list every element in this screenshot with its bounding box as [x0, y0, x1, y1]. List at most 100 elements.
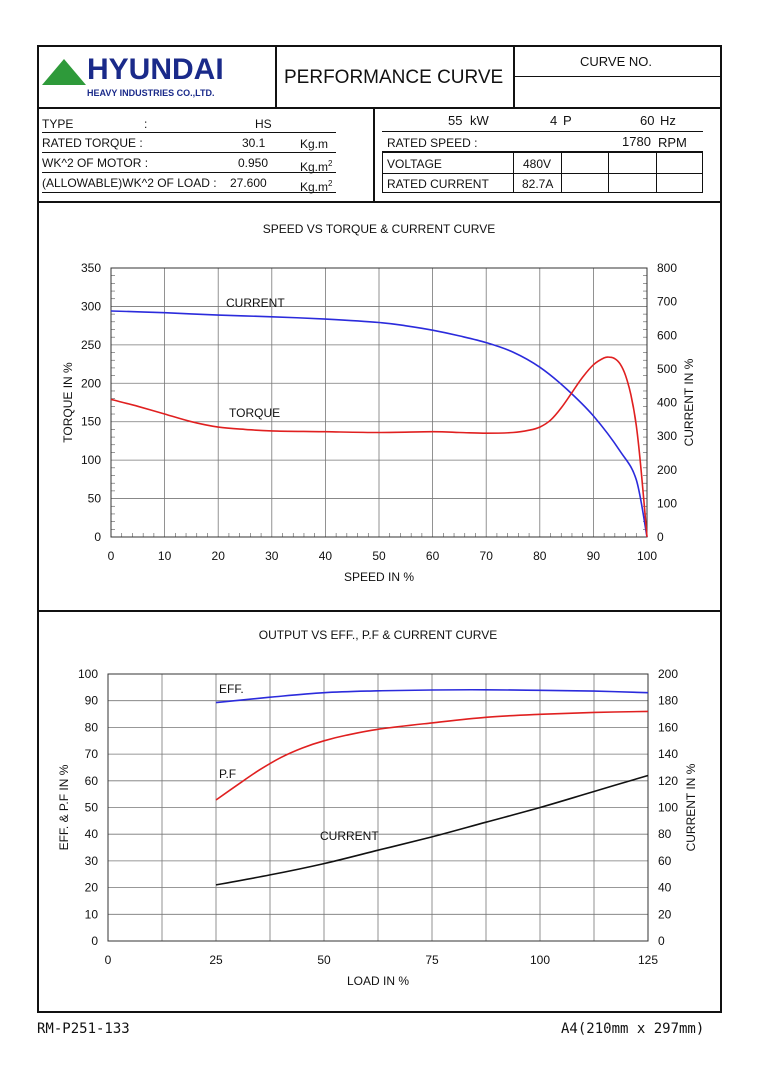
y2-tick-label: 120 — [658, 774, 678, 788]
rated-current-label: RATED CURRENT — [387, 177, 489, 191]
y-tick-label: 50 — [85, 801, 99, 815]
y-tick-label: 70 — [85, 747, 99, 761]
y-tick-label: 100 — [81, 453, 101, 467]
series-line-torque — [110, 356, 648, 538]
y-tick-label: 40 — [85, 827, 99, 841]
y2-tick-label: 100 — [658, 801, 678, 815]
spec-mid-divider — [373, 107, 375, 201]
series-label: EFF. — [219, 682, 244, 696]
plot-area — [107, 673, 649, 942]
wk-motor-label: WK^2 OF MOTOR : — [42, 156, 149, 170]
y-tick-label: 350 — [81, 261, 101, 275]
y2-tick-label: 600 — [657, 328, 677, 342]
x-tick-label: 90 — [587, 549, 601, 563]
y2-tick-label: 500 — [657, 362, 677, 376]
series-line-current — [110, 310, 648, 538]
y2-tick-label: 300 — [657, 429, 677, 443]
y2-tick-label: 80 — [658, 827, 672, 841]
x-tick-label: 100 — [637, 549, 657, 563]
y2-tick-label: 200 — [657, 463, 677, 477]
plot-area — [110, 267, 648, 538]
chart-title: OUTPUT VS EFF., P.F & CURRENT CURVE — [259, 628, 498, 642]
y2-tick-label: 160 — [658, 720, 678, 734]
chart-2: 0 25 50 75 100 125010203040506070809010002040… — [57, 628, 698, 988]
rated-speed-unit: RPM — [658, 135, 687, 150]
spec-line — [382, 151, 703, 153]
poles-value: 4 — [550, 113, 558, 128]
y2-tick-label: 60 — [658, 854, 672, 868]
power-value: 55 — [448, 113, 463, 128]
y-tick-label: 300 — [81, 299, 101, 313]
y2-tick-label: 200 — [658, 667, 678, 681]
y-tick-label: 60 — [85, 774, 99, 788]
y-tick-label: 250 — [81, 338, 101, 352]
series-label: TORQUE — [229, 406, 280, 420]
y-axis-label: EFF. & P.F IN % — [57, 764, 71, 850]
series-line-eff — [215, 688, 649, 704]
series-label: CURRENT — [226, 296, 285, 310]
freq-unit: Hz — [660, 113, 676, 128]
x-axis-label: SPEED IN % — [344, 570, 414, 584]
table-col-divider — [513, 153, 514, 193]
series-line-pf — [215, 710, 649, 801]
x-tick-label: 125 — [638, 953, 658, 967]
rated-speed-label: RATED SPEED : — [387, 136, 478, 150]
wk-load-value: 27.600 — [230, 176, 267, 190]
y-axis-label: TORQUE IN % — [61, 362, 75, 443]
paper-size: A4(210mm x 297mm) — [561, 1021, 705, 1037]
series-label: CURRENT — [320, 829, 379, 843]
power-unit: kW — [470, 113, 489, 128]
y-tick-label: 90 — [85, 694, 99, 708]
rated-current-value: 82.7A — [522, 177, 554, 191]
y2-tick-label: 180 — [658, 694, 678, 708]
freq-value: 60 — [640, 113, 655, 128]
x-tick-label: 50 — [372, 549, 386, 563]
table-col-divider — [608, 153, 609, 193]
y2-tick-label: 100 — [657, 496, 677, 510]
y-tick-label: 10 — [85, 907, 99, 921]
type-colon: : — [144, 117, 148, 131]
x-tick-label: 75 — [425, 953, 439, 967]
x-tick-label: 25 — [209, 953, 223, 967]
y-tick-label: 150 — [81, 415, 101, 429]
table-row-divider — [382, 173, 703, 174]
y2-axis-label: CURRENT IN % — [682, 358, 696, 446]
brand-name: HYUNDAI — [87, 53, 224, 86]
spec-line — [42, 152, 336, 153]
y2-tick-label: 20 — [658, 907, 672, 921]
x-tick-label: 100 — [530, 953, 550, 967]
page-title: PERFORMANCE CURVE — [284, 67, 504, 88]
brand-subtitle: HEAVY INDUSTRIES CO.,LTD. — [87, 88, 215, 98]
spec-line — [382, 131, 703, 132]
table-col-divider — [561, 153, 562, 193]
y2-tick-label: 700 — [657, 295, 677, 309]
y-tick-label: 80 — [85, 720, 99, 734]
y-tick-label: 100 — [78, 667, 98, 681]
x-tick-label: 10 — [158, 549, 172, 563]
wk-load-unit: Kg.m2 — [300, 179, 333, 194]
rated-speed-value: 1780 — [622, 134, 651, 149]
voltage-value: 480V — [523, 157, 552, 171]
poles-unit: P — [563, 113, 572, 128]
x-tick-label: 50 — [317, 953, 331, 967]
x-tick-label: 80 — [533, 549, 547, 563]
chart-section-divider — [37, 610, 722, 612]
table-col-divider — [656, 153, 657, 193]
header-divider — [37, 107, 722, 109]
document-code: RM-P251-133 — [37, 1021, 130, 1037]
rated-torque-value: 30.1 — [242, 136, 266, 150]
y-tick-label: 0 — [91, 934, 98, 948]
y2-tick-label: 0 — [658, 934, 665, 948]
y-tick-label: 50 — [88, 492, 102, 506]
logo-divider — [275, 45, 277, 107]
y-tick-label: 30 — [85, 854, 99, 868]
y-tick-label: 20 — [85, 881, 99, 895]
x-tick-label: 20 — [212, 549, 226, 563]
sheet-frame — [37, 45, 722, 1013]
y2-tick-label: 400 — [657, 396, 677, 410]
x-tick-label: 70 — [480, 549, 494, 563]
y-tick-label: 200 — [81, 376, 101, 390]
spec-line — [42, 192, 336, 193]
curve-no-divider — [513, 76, 722, 77]
y2-axis-label: CURRENT IN % — [684, 763, 698, 851]
